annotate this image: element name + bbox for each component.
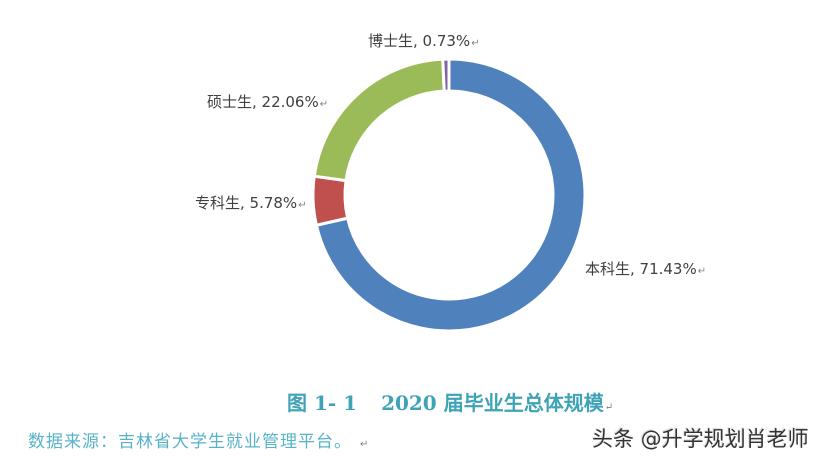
figure-number: 图 1- 1 — [287, 391, 358, 415]
label-master-text: 硕士生, 22.06% — [207, 93, 319, 111]
return-mark-icon: ↵ — [319, 99, 329, 110]
label-junior: 专科生, 5.78%↵ — [195, 192, 307, 213]
return-mark-icon: ↵ — [471, 38, 480, 49]
label-doctor-text: 博士生, 0.73% — [368, 32, 471, 50]
label-junior-text: 专科生, 5.78% — [195, 194, 298, 212]
watermark: 头条 @升学规划肖老师 — [592, 427, 809, 451]
label-doctor: 博士生, 0.73%↵ — [368, 30, 480, 51]
data-source: 数据来源：吉林省大学生就业管理平台。 ↵ — [28, 427, 369, 452]
donut-slice-1 — [311, 174, 350, 228]
return-mark-icon: ↵ — [360, 439, 370, 450]
figure-title: 2020 届毕业生总体规模 — [381, 391, 604, 415]
donut-slice-0 — [314, 57, 587, 333]
donut-slice-2 — [312, 57, 446, 183]
data-source-text: 数据来源：吉林省大学生就业管理平台。 — [28, 432, 352, 452]
return-mark-icon: ↵ — [298, 200, 307, 211]
label-master: 硕士生, 22.06%↵ — [207, 91, 328, 112]
label-undergrad: 本科生, 71.43%↵ — [585, 258, 706, 279]
return-mark-icon: ↵ — [604, 402, 614, 413]
return-mark-icon: ↵ — [697, 266, 707, 277]
figure-caption: 图 1- 1 2020 届毕业生总体规模↵ — [287, 387, 613, 416]
donut-slice-3 — [441, 57, 451, 93]
label-undergrad-text: 本科生, 71.43% — [585, 260, 697, 278]
